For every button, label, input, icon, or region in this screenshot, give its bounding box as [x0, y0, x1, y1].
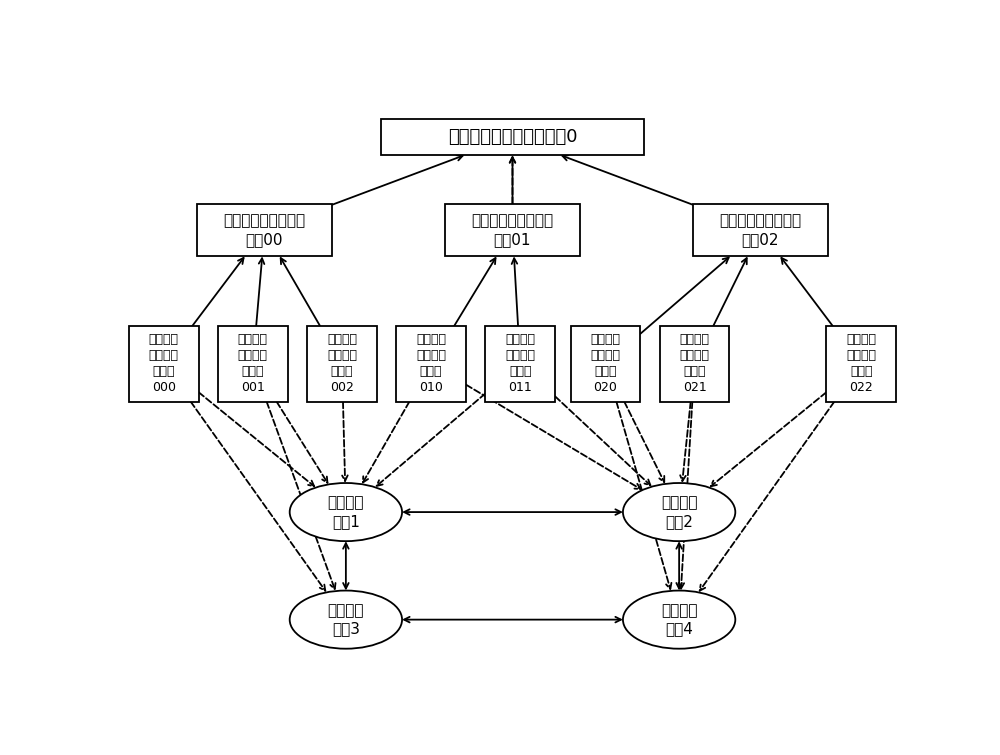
FancyBboxPatch shape	[571, 326, 640, 402]
FancyBboxPatch shape	[445, 204, 580, 256]
Text: 第三层级
区块链网
络节点
011: 第三层级 区块链网 络节点 011	[505, 334, 535, 394]
FancyBboxPatch shape	[660, 326, 729, 402]
FancyBboxPatch shape	[307, 326, 377, 402]
Text: 第二层级区块链网络
节点00: 第二层级区块链网络 节点00	[223, 214, 306, 247]
Text: 第三层级
区块链网
络节点
022: 第三层级 区块链网 络节点 022	[846, 334, 876, 394]
Text: 第三层级
区块链网
络节点
010: 第三层级 区块链网 络节点 010	[416, 334, 446, 394]
FancyBboxPatch shape	[826, 326, 896, 402]
Ellipse shape	[623, 483, 735, 541]
Ellipse shape	[290, 590, 402, 649]
Text: 第三层级
区块链网
络节点
002: 第三层级 区块链网 络节点 002	[327, 334, 357, 394]
Text: 第三层级
区块链网
络节点
001: 第三层级 区块链网 络节点 001	[238, 334, 268, 394]
Text: 第二层级区块链网络
节点01: 第二层级区块链网络 节点01	[471, 214, 554, 247]
Text: 消息网络
单元2: 消息网络 单元2	[661, 495, 697, 529]
FancyBboxPatch shape	[197, 204, 332, 256]
Text: 消息网络
单元3: 消息网络 单元3	[328, 602, 364, 636]
Text: 第二层级区块链网络
节点02: 第二层级区块链网络 节点02	[719, 214, 802, 247]
Text: 第三层级
区块链网
络节点
021: 第三层级 区块链网 络节点 021	[680, 334, 710, 394]
Ellipse shape	[623, 590, 735, 649]
Text: 消息网络
单元1: 消息网络 单元1	[328, 495, 364, 529]
FancyBboxPatch shape	[218, 326, 288, 402]
FancyBboxPatch shape	[129, 326, 199, 402]
Text: 消息网络
单元4: 消息网络 单元4	[661, 602, 697, 636]
Text: 第三层级
区块链网
络节点
000: 第三层级 区块链网 络节点 000	[149, 334, 179, 394]
FancyBboxPatch shape	[693, 204, 828, 256]
Text: 第三层级
区块链网
络节点
020: 第三层级 区块链网 络节点 020	[590, 334, 620, 394]
FancyBboxPatch shape	[396, 326, 466, 402]
FancyBboxPatch shape	[485, 326, 555, 402]
FancyBboxPatch shape	[381, 119, 644, 155]
Text: 第一层级区块链网络节点0: 第一层级区块链网络节点0	[448, 128, 577, 146]
Ellipse shape	[290, 483, 402, 541]
